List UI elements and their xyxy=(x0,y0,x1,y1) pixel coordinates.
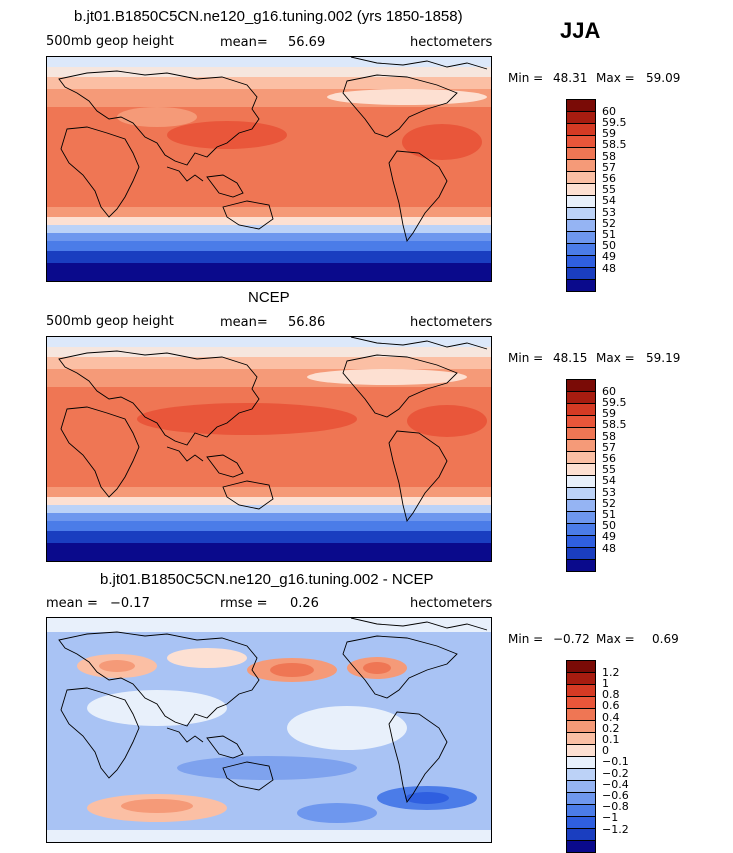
panel2-colorbar-label: 52 xyxy=(602,497,616,510)
panel3-rmse-label: rmse = xyxy=(220,596,268,611)
panel3-colorbar-label: −0.2 xyxy=(602,767,629,780)
panel1-colorbar-label: 54 xyxy=(602,194,616,207)
panel2-colorbar-label: 49 xyxy=(602,530,616,543)
panel3-colorbar-label: −0.1 xyxy=(602,755,629,768)
panel1-colorbar-label: 53 xyxy=(602,206,616,219)
panel2-colorbar-label: 60 xyxy=(602,385,616,398)
panel3-colorbar-label: 1.2 xyxy=(602,666,620,679)
panel1-map xyxy=(46,56,492,282)
panel2-title: NCEP xyxy=(248,289,290,306)
panel3-min-value: −0.72 xyxy=(553,632,590,646)
panel2-contour-bands xyxy=(47,337,491,561)
panel1-min-value: 48.31 xyxy=(553,71,588,85)
panel2-colorbar-label: 55 xyxy=(602,463,616,476)
panel3-mean-label: mean = xyxy=(46,596,98,611)
panel1-coastlines xyxy=(58,57,488,243)
panel1-colorbar-label: 59 xyxy=(602,127,616,140)
panel2-coastlines xyxy=(58,337,488,523)
panel1-colorbar-label: 57 xyxy=(602,161,616,174)
panel2-colorbar-label: 54 xyxy=(602,474,616,487)
panel3-coastlines xyxy=(58,618,488,804)
panel1-colorbar-label: 48 xyxy=(602,262,616,275)
panel2-colorbar-label: 48 xyxy=(602,542,616,555)
panel2-max-value: 59.19 xyxy=(646,351,681,365)
panel1-max-label: Max = xyxy=(596,71,635,85)
panel1-colorbar-label: 55 xyxy=(602,183,616,196)
panel2-min-label: Min = xyxy=(508,351,544,365)
panel2-variable-label: 500mb geop height xyxy=(46,314,174,329)
panel1-colorbar: 60 59.5 59 58.5 58 57 56 55 54 53 52 51 … xyxy=(566,99,627,292)
panel2-max-label: Max = xyxy=(596,351,635,365)
panel1-colorbar-label: 59.5 xyxy=(602,116,627,129)
panel1-variable-label: 500mb geop height xyxy=(46,34,174,49)
panel1-colorbar-label: 52 xyxy=(602,217,616,230)
panel3-title: b.jt01.B1850C5CN.ne120_g16.tuning.002 - … xyxy=(100,571,434,588)
panel3-max-value: 0.69 xyxy=(652,632,679,646)
panel3-colorbar-label: 0.1 xyxy=(602,733,620,746)
panel2-colorbar-label: 59 xyxy=(602,407,616,420)
panel2-colorbar-label: 58 xyxy=(602,430,616,443)
panel3-min-label: Min = xyxy=(508,632,544,646)
panel1-mean-label: mean= xyxy=(220,35,268,50)
panel3-colorbar-label: −0.8 xyxy=(602,800,629,813)
panel2-colorbar: 60 59.5 59 58.5 58 57 56 55 54 53 52 51 … xyxy=(566,379,627,572)
panel3-colorbar-label: 0.4 xyxy=(602,711,620,724)
panel1-colorbar-label: 58 xyxy=(602,150,616,163)
panel2-colorbar-label: 56 xyxy=(602,452,616,465)
panel1-units: hectometers xyxy=(410,35,493,50)
panel2-mean-value: 56.86 xyxy=(288,315,326,330)
panel3-mean-value: −0.17 xyxy=(110,596,150,611)
panel1-colorbar-label: 50 xyxy=(602,239,616,252)
panel2-colorbar-label: 53 xyxy=(602,486,616,499)
panel3-colorbar: 1.2 1 0.8 0.6 0.4 0.2 0.1 0 −0.1 −0.2 −0… xyxy=(566,660,629,853)
panel1-colorbar-label: 60 xyxy=(602,105,616,118)
panel1-colorbar-label: 49 xyxy=(602,250,616,263)
panel1-map-svg xyxy=(47,57,491,281)
panel3-map xyxy=(46,617,492,843)
panel2-colorbar-swatch xyxy=(566,559,596,572)
season-label: JJA xyxy=(560,18,601,43)
panel3-colorbar-label: 1 xyxy=(602,677,609,690)
panel3-units: hectometers xyxy=(410,596,493,611)
panel3-contour-bands xyxy=(47,618,491,842)
panel3-map-svg xyxy=(47,618,491,842)
panel1-colorbar-label: 58.5 xyxy=(602,138,627,151)
panel2-map-svg xyxy=(47,337,491,561)
panel2-units: hectometers xyxy=(410,315,493,330)
panel3-colorbar-label: −1.2 xyxy=(602,823,629,836)
panel3-colorbar-label: −1 xyxy=(602,811,619,824)
panel2-colorbar-label: 59.5 xyxy=(602,396,627,409)
panel3-colorbar-label: 0.6 xyxy=(602,699,620,712)
panel1-colorbar-swatch xyxy=(566,279,596,292)
panel3-rmse-value: 0.26 xyxy=(290,596,319,611)
panel3-colorbar-label: −0.6 xyxy=(602,789,629,802)
panel2-colorbar-label: 58.5 xyxy=(602,418,627,431)
panel1-title: b.jt01.B1850C5CN.ne120_g16.tuning.002 (y… xyxy=(74,8,463,25)
panel2-colorbar-label: 51 xyxy=(602,508,616,521)
panel3-colorbar-label: 0 xyxy=(602,744,609,757)
panel2-colorbar-label: 50 xyxy=(602,519,616,532)
panel1-colorbar-label: 51 xyxy=(602,228,616,241)
panel3-colorbar-label: 0.2 xyxy=(602,722,620,735)
panel2-min-value: 48.15 xyxy=(553,351,588,365)
panel1-min-label: Min = xyxy=(508,71,544,85)
panel2-map xyxy=(46,336,492,562)
panel1-colorbar-label: 56 xyxy=(602,172,616,185)
panel1-mean-value: 56.69 xyxy=(288,35,326,50)
panel3-max-label: Max = xyxy=(596,632,635,646)
panel1-contour-bands xyxy=(47,57,491,281)
panel3-colorbar-label: −0.4 xyxy=(602,778,629,791)
panel1-max-value: 59.09 xyxy=(646,71,681,85)
panel2-colorbar-label: 57 xyxy=(602,441,616,454)
panel3-colorbar-label: 0.8 xyxy=(602,688,620,701)
panel2-mean-label: mean= xyxy=(220,315,268,330)
